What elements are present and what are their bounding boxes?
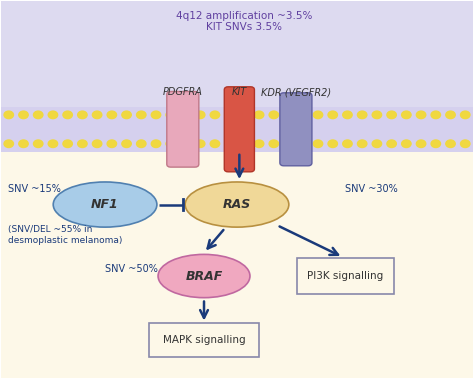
Circle shape	[107, 140, 117, 147]
Circle shape	[401, 140, 411, 147]
Circle shape	[328, 140, 337, 147]
Text: 4q12 amplification ~3.5%
KIT SNVs 3.5%: 4q12 amplification ~3.5% KIT SNVs 3.5%	[176, 11, 312, 32]
Circle shape	[416, 140, 426, 147]
Circle shape	[122, 140, 131, 147]
Circle shape	[48, 111, 58, 119]
Circle shape	[225, 111, 234, 119]
Text: KDR (VEGFR2): KDR (VEGFR2)	[261, 87, 331, 97]
Circle shape	[240, 111, 249, 119]
FancyBboxPatch shape	[224, 87, 255, 172]
Circle shape	[240, 140, 249, 147]
Circle shape	[166, 140, 175, 147]
Circle shape	[166, 111, 175, 119]
Circle shape	[431, 111, 440, 119]
Circle shape	[19, 111, 28, 119]
Circle shape	[92, 140, 102, 147]
Ellipse shape	[185, 182, 289, 227]
Circle shape	[372, 111, 382, 119]
Text: MAPK signalling: MAPK signalling	[163, 335, 246, 345]
Circle shape	[461, 140, 470, 147]
Circle shape	[255, 140, 264, 147]
Text: BRAF: BRAF	[185, 269, 223, 282]
Circle shape	[328, 111, 337, 119]
Circle shape	[210, 111, 219, 119]
Circle shape	[284, 140, 293, 147]
Circle shape	[284, 111, 293, 119]
Ellipse shape	[158, 254, 250, 298]
FancyBboxPatch shape	[149, 323, 259, 357]
Circle shape	[387, 140, 396, 147]
Circle shape	[63, 140, 73, 147]
Circle shape	[181, 140, 190, 147]
Circle shape	[78, 140, 87, 147]
Text: RAS: RAS	[223, 198, 251, 211]
Text: NF1: NF1	[91, 198, 119, 211]
Circle shape	[357, 140, 367, 147]
Text: PI3K signalling: PI3K signalling	[307, 271, 383, 281]
Circle shape	[461, 111, 470, 119]
Circle shape	[446, 140, 455, 147]
Text: SNV ~50%: SNV ~50%	[105, 264, 158, 274]
Circle shape	[137, 140, 146, 147]
Circle shape	[48, 140, 58, 147]
Text: (SNV/DEL ~55% in
desmoplastic melanoma): (SNV/DEL ~55% in desmoplastic melanoma)	[9, 225, 123, 244]
Circle shape	[4, 140, 13, 147]
Circle shape	[255, 111, 264, 119]
Text: KIT: KIT	[232, 87, 247, 97]
Text: PDGFRA: PDGFRA	[163, 87, 203, 97]
Circle shape	[34, 140, 43, 147]
Circle shape	[151, 140, 161, 147]
Bar	[1, 107, 473, 152]
FancyBboxPatch shape	[167, 91, 199, 167]
Circle shape	[269, 111, 279, 119]
Circle shape	[269, 140, 279, 147]
Ellipse shape	[53, 182, 157, 227]
FancyBboxPatch shape	[280, 93, 312, 166]
Circle shape	[446, 111, 455, 119]
Circle shape	[181, 111, 190, 119]
Circle shape	[416, 111, 426, 119]
Bar	[1, 2, 473, 107]
Circle shape	[299, 140, 308, 147]
Text: SNV ~30%: SNV ~30%	[346, 185, 398, 194]
Circle shape	[210, 140, 219, 147]
Circle shape	[63, 111, 73, 119]
Circle shape	[343, 140, 352, 147]
Circle shape	[195, 140, 205, 147]
Circle shape	[4, 111, 13, 119]
Circle shape	[34, 111, 43, 119]
Circle shape	[195, 111, 205, 119]
Circle shape	[19, 140, 28, 147]
Circle shape	[225, 140, 234, 147]
FancyBboxPatch shape	[297, 258, 394, 294]
Circle shape	[372, 140, 382, 147]
Circle shape	[313, 111, 323, 119]
Circle shape	[387, 111, 396, 119]
Circle shape	[122, 111, 131, 119]
Text: SNV ~15%: SNV ~15%	[9, 185, 61, 194]
Circle shape	[313, 140, 323, 147]
Bar	[1, 107, 473, 377]
Circle shape	[357, 111, 367, 119]
Circle shape	[401, 111, 411, 119]
Circle shape	[343, 111, 352, 119]
Circle shape	[78, 111, 87, 119]
Circle shape	[137, 111, 146, 119]
Circle shape	[107, 111, 117, 119]
Circle shape	[151, 111, 161, 119]
Circle shape	[299, 111, 308, 119]
Circle shape	[431, 140, 440, 147]
Circle shape	[92, 111, 102, 119]
